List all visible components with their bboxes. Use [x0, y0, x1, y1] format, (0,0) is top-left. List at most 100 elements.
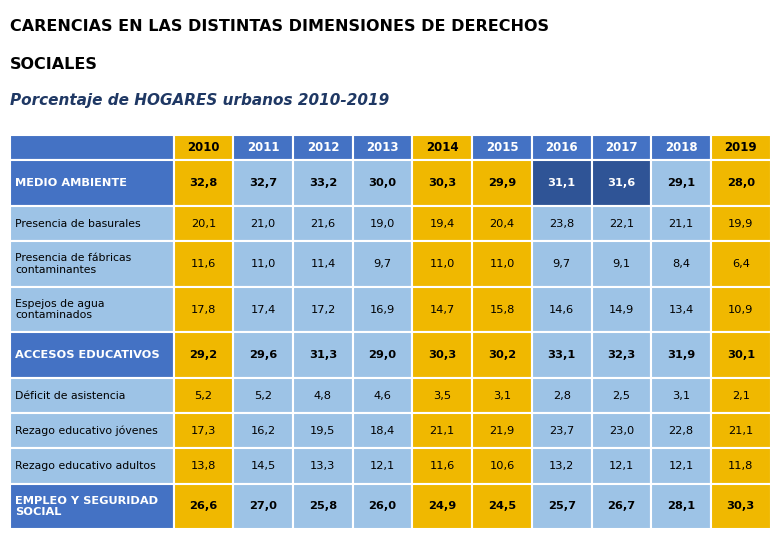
Text: 31,3: 31,3 [309, 350, 337, 360]
Text: 19,9: 19,9 [728, 219, 753, 228]
Bar [233, 333, 293, 378]
Bar [472, 206, 532, 241]
Text: 22,1: 22,1 [609, 219, 634, 228]
Text: 9,7: 9,7 [374, 259, 392, 269]
Bar [413, 287, 472, 333]
Bar [651, 206, 711, 241]
Bar [532, 333, 591, 378]
Text: Porcentaje de HOGARES urbanos 2010-2019: Porcentaje de HOGARES urbanos 2010-2019 [10, 93, 389, 108]
Bar [413, 378, 472, 413]
Bar [532, 413, 591, 448]
Bar [591, 378, 651, 413]
Text: Rezago educativo adultos: Rezago educativo adultos [16, 461, 156, 471]
Text: 4,8: 4,8 [314, 391, 332, 401]
Bar [174, 206, 233, 241]
Bar [293, 206, 353, 241]
Bar [472, 241, 532, 287]
Text: 26,0: 26,0 [368, 501, 397, 511]
Text: 5,2: 5,2 [194, 391, 212, 401]
Bar [413, 160, 472, 206]
Text: 16,9: 16,9 [370, 305, 395, 315]
Bar [413, 241, 472, 287]
Text: 14,6: 14,6 [549, 305, 574, 315]
Text: 2018: 2018 [665, 141, 697, 154]
Bar [591, 160, 651, 206]
Bar [591, 448, 651, 483]
Text: Rezago educativo jóvenes: Rezago educativo jóvenes [16, 426, 158, 436]
Text: 21,0: 21,0 [250, 219, 276, 228]
Bar [174, 160, 233, 206]
Text: 3,1: 3,1 [672, 391, 690, 401]
Bar [651, 241, 711, 287]
Bar [472, 135, 532, 160]
Text: 26,6: 26,6 [190, 501, 218, 511]
Text: 13,2: 13,2 [549, 461, 574, 471]
Bar [353, 378, 413, 413]
Text: SOCIALES: SOCIALES [10, 57, 98, 72]
Text: 13,8: 13,8 [191, 461, 216, 471]
Bar [233, 241, 293, 287]
Text: 19,4: 19,4 [430, 219, 455, 228]
Bar [591, 206, 651, 241]
Bar [472, 287, 532, 333]
Text: 30,3: 30,3 [428, 178, 456, 188]
Text: 9,1: 9,1 [612, 259, 630, 269]
Bar [353, 160, 413, 206]
Text: 2013: 2013 [367, 141, 399, 154]
Text: 8,4: 8,4 [672, 259, 690, 269]
Bar [233, 483, 293, 529]
Text: 11,4: 11,4 [310, 259, 335, 269]
Text: 30,0: 30,0 [368, 178, 397, 188]
Text: 33,2: 33,2 [309, 178, 337, 188]
Text: 28,1: 28,1 [667, 501, 695, 511]
Bar [293, 241, 353, 287]
Text: 18,4: 18,4 [370, 426, 395, 436]
Bar [353, 287, 413, 333]
Bar [413, 206, 472, 241]
Bar [532, 241, 591, 287]
Bar [472, 483, 532, 529]
Text: EMPLEO Y SEGURIDAD
SOCIAL: EMPLEO Y SEGURIDAD SOCIAL [16, 496, 158, 517]
Text: 21,1: 21,1 [668, 219, 693, 228]
Text: 32,8: 32,8 [190, 178, 218, 188]
Text: 10,6: 10,6 [489, 461, 515, 471]
Bar [174, 333, 233, 378]
Bar [532, 287, 591, 333]
Bar [293, 160, 353, 206]
Bar [353, 241, 413, 287]
Bar [532, 160, 591, 206]
Bar [233, 135, 293, 160]
Text: Presencia de fábricas
contaminantes: Presencia de fábricas contaminantes [16, 253, 132, 275]
Text: Déficit de asistencia: Déficit de asistencia [16, 391, 126, 401]
Bar [591, 413, 651, 448]
Bar [413, 413, 472, 448]
Bar [233, 287, 293, 333]
Bar [413, 333, 472, 378]
Bar [293, 448, 353, 483]
Text: 29,6: 29,6 [249, 350, 278, 360]
Text: 10,9: 10,9 [728, 305, 753, 315]
Bar [174, 448, 233, 483]
Text: 12,1: 12,1 [370, 461, 395, 471]
Bar [651, 287, 711, 333]
Text: 12,1: 12,1 [668, 461, 693, 471]
Bar [10, 333, 174, 378]
Text: 11,0: 11,0 [489, 259, 515, 269]
Text: 33,1: 33,1 [548, 350, 576, 360]
Text: 30,2: 30,2 [488, 350, 516, 360]
Text: 32,3: 32,3 [608, 350, 636, 360]
Text: 3,1: 3,1 [493, 391, 511, 401]
Bar [233, 160, 293, 206]
Text: 2010: 2010 [187, 141, 220, 154]
Text: 23,8: 23,8 [549, 219, 574, 228]
Bar [711, 378, 771, 413]
Text: 24,5: 24,5 [488, 501, 516, 511]
Text: 29,1: 29,1 [667, 178, 695, 188]
Text: 2,1: 2,1 [732, 391, 750, 401]
Text: MEDIO AMBIENTE: MEDIO AMBIENTE [16, 178, 127, 188]
Bar [233, 448, 293, 483]
Text: 14,7: 14,7 [430, 305, 455, 315]
Bar [174, 483, 233, 529]
Bar [591, 333, 651, 378]
Bar [10, 206, 174, 241]
